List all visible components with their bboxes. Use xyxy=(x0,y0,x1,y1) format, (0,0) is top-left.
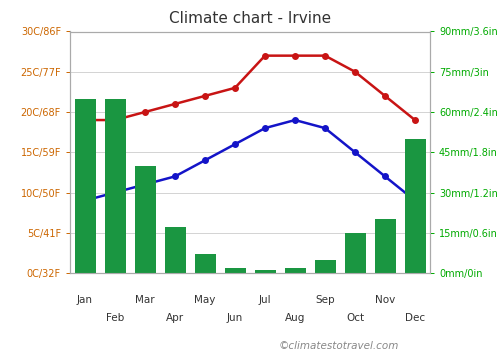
Bar xyxy=(194,254,216,273)
Text: Mar: Mar xyxy=(135,295,155,305)
Bar xyxy=(284,268,306,273)
Text: Jul: Jul xyxy=(258,295,272,305)
Text: Apr: Apr xyxy=(166,313,184,323)
Bar xyxy=(314,260,336,273)
Text: Jun: Jun xyxy=(227,313,243,323)
Bar xyxy=(134,166,156,273)
Text: May: May xyxy=(194,295,216,305)
Text: Dec: Dec xyxy=(405,313,425,323)
Bar xyxy=(164,228,186,273)
Text: Aug: Aug xyxy=(285,313,305,323)
Text: Nov: Nov xyxy=(375,295,395,305)
Bar xyxy=(104,99,126,273)
Text: Feb: Feb xyxy=(106,313,124,323)
Bar xyxy=(344,233,366,273)
Legend: Prec, Min, Max: Prec, Min, Max xyxy=(76,346,275,350)
Text: Oct: Oct xyxy=(346,313,364,323)
Text: ©climatestotravel.com: ©climatestotravel.com xyxy=(279,341,399,350)
Bar xyxy=(404,139,425,273)
Bar xyxy=(74,99,96,273)
Bar xyxy=(374,219,396,273)
Text: Sep: Sep xyxy=(315,295,335,305)
Title: Climate chart - Irvine: Climate chart - Irvine xyxy=(169,11,331,26)
Text: Jan: Jan xyxy=(77,295,93,305)
Bar xyxy=(254,270,276,273)
Bar xyxy=(224,268,246,273)
